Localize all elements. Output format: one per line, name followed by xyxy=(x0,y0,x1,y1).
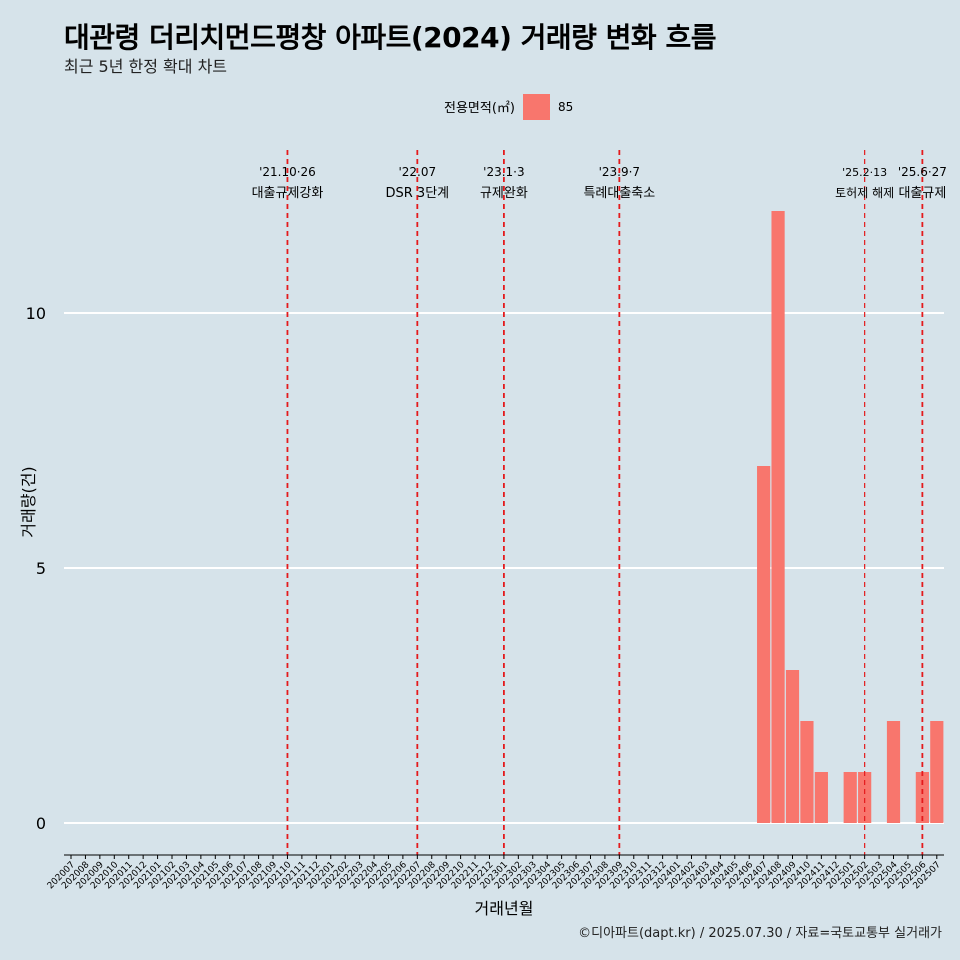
bar-202506 xyxy=(915,772,929,823)
bar-202408 xyxy=(771,211,785,823)
chart-title: 대관령 더리치먼드평창 아파트(2024) 거래량 변화 흐름 xyxy=(64,21,716,54)
legend-title: 전용면적(㎡) xyxy=(444,101,515,116)
bar-202502 xyxy=(858,772,872,823)
annotation-date: '23.9·7 xyxy=(599,165,640,179)
bar-202409 xyxy=(785,670,800,823)
event-annotations: '21.10·26 대출규제강화 '22.07 DSR 3단계 '23.1·3 규제완화 '… xyxy=(252,150,947,855)
annotation-label: 규제완화 xyxy=(480,186,528,201)
annotation-date: '22.07 xyxy=(398,165,436,179)
y-tick-label: 10 xyxy=(26,304,46,323)
bar-202410 xyxy=(800,721,814,823)
annotation-label: 대출규제 xyxy=(898,186,946,201)
legend-swatch xyxy=(523,94,550,120)
annotation-label: DSR 3단계 xyxy=(386,186,450,201)
legend: 전용면적(㎡) 85 xyxy=(444,94,573,120)
x-axis-title: 거래년월 xyxy=(475,899,534,918)
annotation-label: 대출규제강화 xyxy=(252,186,324,201)
bar-202507 xyxy=(930,721,944,823)
bar-202504 xyxy=(886,721,901,823)
bar-202407 xyxy=(757,466,771,823)
annotation-date: '25.2·13 xyxy=(842,166,887,179)
y-axis-title: 거래량(건) xyxy=(19,466,38,537)
x-axis: 2020072020082020092020102020112020122021… xyxy=(46,854,944,891)
y-tick-label: 0 xyxy=(36,814,46,833)
bars xyxy=(757,211,944,823)
annotation-label: 토허제 해제 xyxy=(835,186,894,200)
source-caption: ©디아파트(dapt.kr) / 2025.07.30 / 자료=국토교통부 실… xyxy=(578,926,942,941)
bar-202411 xyxy=(814,772,828,823)
annotation-date: '25.6·27 xyxy=(898,165,947,179)
annotation-date: '23.1·3 xyxy=(483,165,524,179)
legend-label: 85 xyxy=(558,100,573,114)
y-tick-label: 5 xyxy=(36,559,46,578)
annotation-label: 특례대출축소 xyxy=(583,186,655,201)
y-axis: 0 5 10 xyxy=(26,304,46,833)
annotation-date: '21.10·26 xyxy=(259,165,316,179)
chart-subtitle: 최근 5년 한정 확대 차트 xyxy=(64,57,228,76)
bar-202501 xyxy=(843,772,857,823)
